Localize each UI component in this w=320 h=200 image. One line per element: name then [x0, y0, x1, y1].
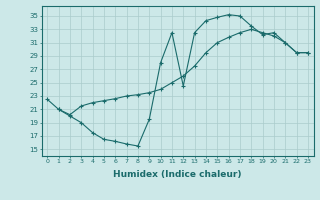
X-axis label: Humidex (Indice chaleur): Humidex (Indice chaleur) — [113, 170, 242, 179]
